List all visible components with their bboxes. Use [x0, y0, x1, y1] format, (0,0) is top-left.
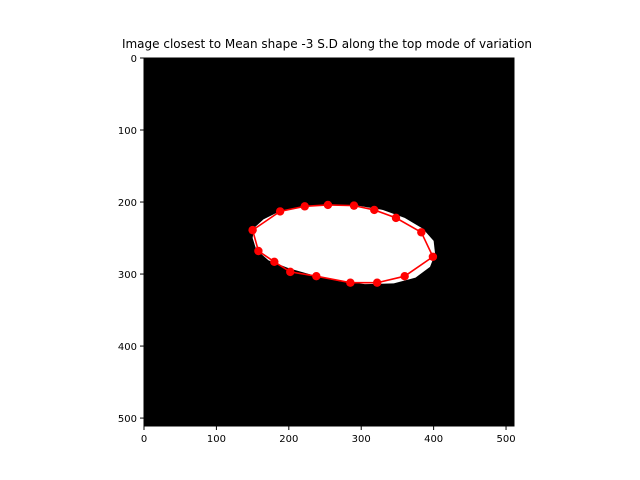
y-tick-label: 300	[118, 270, 137, 281]
landmark-point	[300, 202, 309, 211]
y-tick-label: 100	[118, 126, 137, 137]
y-tick-label: 0	[131, 54, 137, 65]
landmark-point	[312, 272, 321, 281]
shape-region	[252, 204, 436, 285]
landmark-point	[391, 213, 401, 223]
x-tick-label: 0	[141, 434, 147, 445]
plot-area	[143, 57, 515, 427]
landmark-point	[346, 278, 355, 287]
x-axis: 0 100 200 300 400 500	[141, 426, 516, 445]
landmark-point	[417, 228, 426, 237]
landmark-point	[286, 267, 295, 277]
y-tick-label: 400	[118, 342, 137, 353]
y-axis: 0 100 200 300 400 500	[118, 54, 144, 425]
y-tick-label: 200	[118, 198, 137, 209]
landmark-point	[370, 205, 379, 215]
x-tick-label: 300	[352, 434, 371, 445]
landmark-point	[428, 252, 438, 261]
landmark-point	[248, 225, 257, 235]
axes-frame	[143, 57, 515, 427]
y-tick-label: 500	[118, 414, 137, 425]
chart-title: Image closest to Mean shape -3 S.D along…	[122, 37, 532, 51]
landmark-point	[400, 272, 409, 281]
x-tick-label: 200	[279, 434, 298, 445]
landmark-point	[254, 246, 263, 256]
landmark-point	[275, 207, 285, 216]
landmark-point	[323, 200, 333, 210]
landmark-point	[349, 201, 359, 210]
landmark-point	[270, 257, 279, 267]
x-tick-label: 400	[424, 434, 443, 445]
x-tick-label: 500	[496, 434, 515, 445]
landmark-point	[372, 278, 382, 287]
x-tick-label: 100	[207, 434, 226, 445]
